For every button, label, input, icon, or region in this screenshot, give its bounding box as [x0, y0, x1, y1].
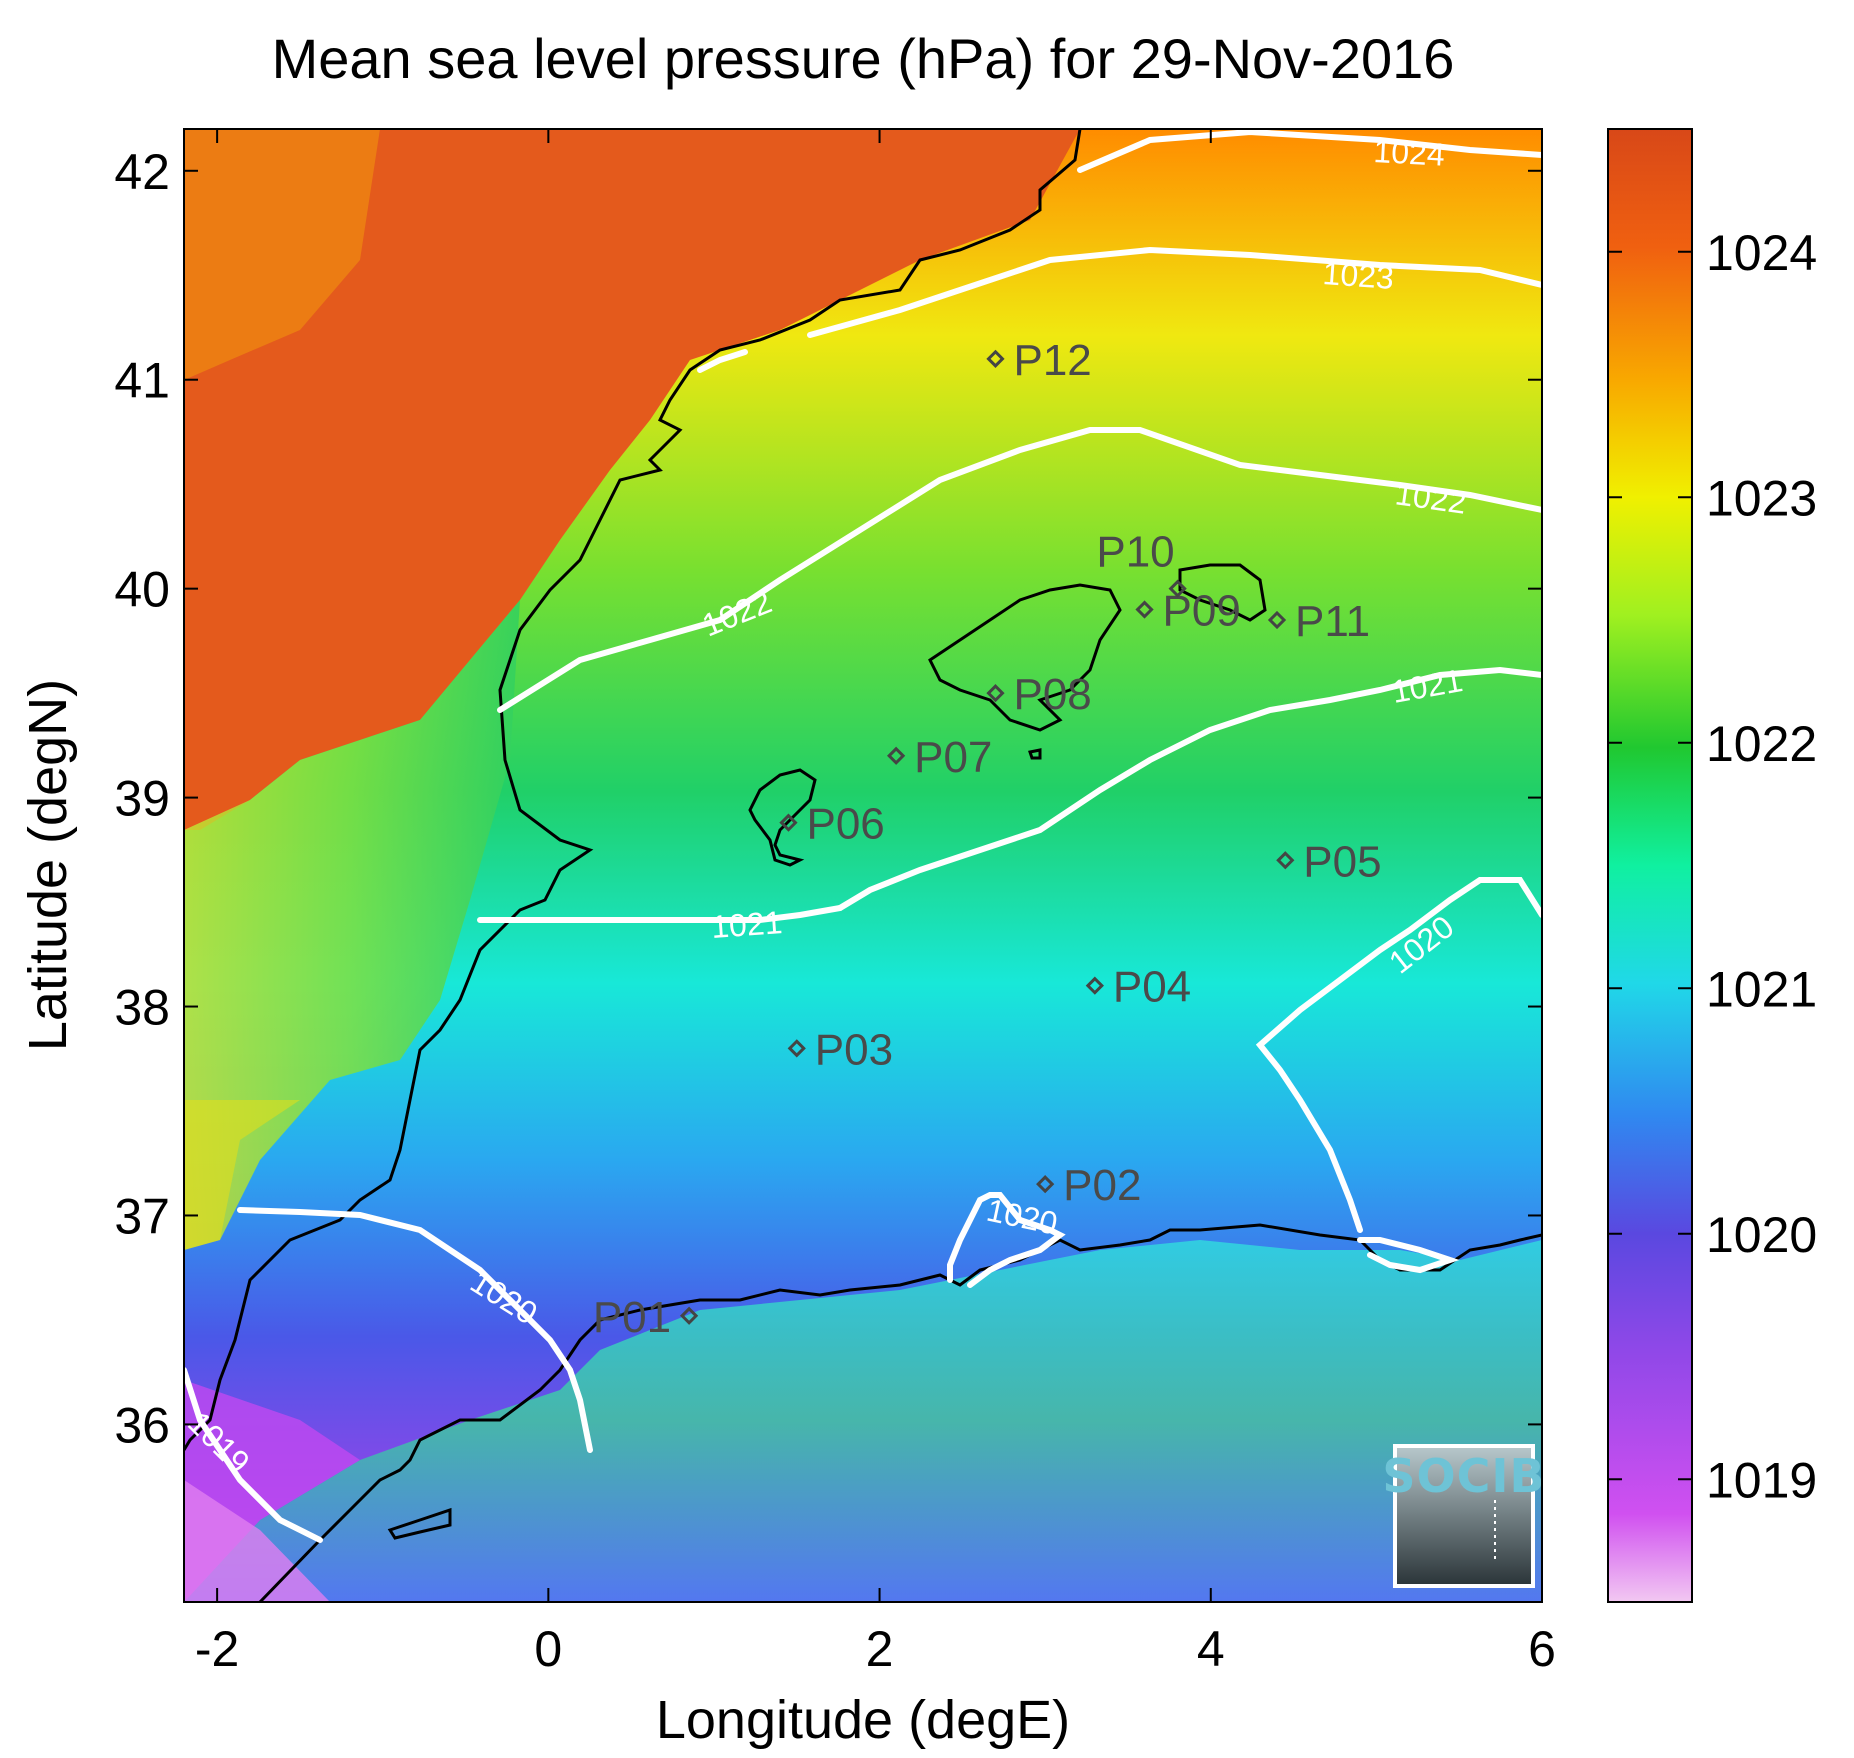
station-marker	[787, 1039, 806, 1058]
colorbar-ticks: 1019 1020 1021 1022 1023 1024	[1608, 225, 1817, 1508]
station-point-p03: P03	[787, 1025, 893, 1074]
x-tick-label: 6	[1528, 1621, 1556, 1677]
station-marker	[679, 1306, 699, 1325]
station-label: P07	[914, 733, 992, 782]
station-marker	[1135, 600, 1154, 619]
y-tick-label: 39	[114, 771, 170, 827]
ceuta-coastline	[387, 1507, 452, 1540]
socib-logo: SOCIB	[1382, 1444, 1545, 1588]
coastlines	[184, 129, 1542, 1602]
isobar-1020-east-lobe	[1357, 1237, 1460, 1274]
contour-label: 1023	[1322, 255, 1396, 296]
isobar-contours	[184, 129, 1542, 1543]
isobar-1024	[1077, 129, 1542, 173]
station-marker	[779, 813, 798, 832]
station-label: P01	[593, 1293, 671, 1342]
station-marker	[887, 746, 906, 765]
y-tick-label: 41	[114, 353, 170, 409]
station-marker	[986, 349, 1005, 368]
station-point-p01: P01	[593, 1293, 699, 1342]
station-point-p12: P12	[986, 336, 1092, 385]
land-high-pressure-region	[184, 129, 1080, 830]
colorbar: 1019 1020 1021 1022 1023 1024	[1607, 128, 1817, 1603]
station-marker	[986, 684, 1005, 703]
x-tick-label: 0	[534, 1621, 562, 1677]
colorbar-tick-label: 1019	[1706, 1452, 1817, 1508]
x-axis-label: Longitude (degE)	[656, 1690, 1070, 1750]
station-label: P12	[1013, 336, 1091, 385]
station-point-p07: P07	[887, 733, 992, 782]
station-point-p05: P05	[1276, 837, 1382, 886]
isobar-1020-loop	[947, 1192, 1066, 1288]
station-label: P08	[1013, 670, 1091, 719]
station-label: P04	[1113, 963, 1191, 1012]
isobar-1020-south	[237, 1207, 593, 1453]
x-tick-label: 4	[1197, 1621, 1225, 1677]
station-label: P10	[1096, 528, 1174, 577]
station-marker	[1036, 1175, 1055, 1194]
north-africa-coastline	[258, 1223, 1542, 1602]
map-title: Mean sea level pressure (hPa) for 29-Nov…	[272, 27, 1455, 90]
isobar-1022-upper	[497, 427, 1542, 713]
station-label: P05	[1303, 837, 1381, 886]
isobar-1019	[184, 1367, 323, 1543]
colorbar-tick-label: 1023	[1706, 470, 1817, 526]
isobar-1020-east	[1255, 877, 1542, 1233]
station-marker	[1168, 579, 1187, 598]
x-tick-label: -2	[195, 1621, 239, 1677]
contour-label: 1021	[710, 904, 784, 945]
station-point-p02: P02	[1036, 1161, 1141, 1210]
colorbar-gradient	[1607, 128, 1693, 1603]
cabrera-coastline	[1028, 748, 1042, 760]
iberia-coastline	[184, 129, 1082, 1451]
pressure-field	[184, 129, 1542, 1602]
x-axis-ticks: -2 0 2 4 6	[195, 129, 1556, 1677]
isobar-1023-north	[807, 246, 1542, 338]
colorbar-tick-label: 1021	[1706, 961, 1817, 1017]
station-point-p06: P06	[779, 800, 885, 849]
station-marker	[1276, 851, 1295, 870]
y-tick-label: 38	[114, 980, 170, 1036]
y-tick-label: 42	[114, 144, 170, 200]
colorbar-tick-label: 1024	[1706, 225, 1817, 281]
isobar-1023-coast	[697, 349, 748, 373]
station-marker	[1267, 610, 1287, 630]
plot-frame	[183, 128, 1543, 1603]
ibiza-coastline	[748, 768, 817, 867]
colorbar-tick-label: 1020	[1706, 1207, 1817, 1263]
station-label: P11	[1295, 597, 1370, 646]
station-label: P06	[806, 800, 884, 849]
y-tick-label: 37	[114, 1188, 170, 1244]
station-label: P03	[815, 1025, 893, 1074]
x-tick-label: 2	[866, 1621, 894, 1677]
y-tick-label: 40	[114, 562, 170, 618]
station-label: P02	[1063, 1161, 1141, 1210]
mallorca-coastline	[928, 583, 1122, 732]
isobar-1021-upper	[837, 666, 1542, 911]
contour-label: 1024	[1373, 133, 1446, 173]
menorca-coastline	[1178, 563, 1267, 622]
socib-logo-text: SOCIB	[1382, 1449, 1545, 1503]
y-axis-ticks: 36 37 38 39 40 41 42	[114, 144, 1542, 1453]
station-marker	[1085, 976, 1104, 995]
station-point-p08: P08	[986, 670, 1092, 719]
station-point-p10: P10	[1096, 528, 1187, 598]
station-point-p11: P11	[1267, 597, 1370, 646]
colorbar-tick-label: 1022	[1706, 716, 1817, 772]
station-point-p04: P04	[1085, 963, 1191, 1012]
y-axis-label: Latitude (degN)	[18, 679, 78, 1051]
isobar-1021-lower	[477, 905, 843, 923]
y-tick-label: 36	[114, 1397, 170, 1453]
